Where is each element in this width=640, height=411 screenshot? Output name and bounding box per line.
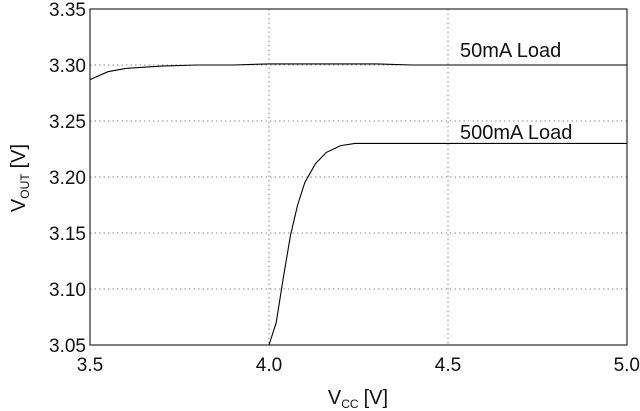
y-tick-label: 3.30 <box>49 56 86 77</box>
y-tick-label: 3.05 <box>49 336 86 357</box>
y-tick-label: 3.35 <box>49 0 86 21</box>
y-tick-labels: 3.05 3.10 3.15 3.20 3.25 3.30 3.35 <box>49 0 86 357</box>
y-tick-label: 3.25 <box>49 112 86 133</box>
x-tick-label: 5.0 <box>614 355 640 376</box>
grid-lines <box>90 9 627 345</box>
plot-frame <box>89 8 628 346</box>
series-line <box>268 142 627 346</box>
x-tick-label: 4.5 <box>435 355 461 376</box>
series-label: 500mA Load <box>460 122 572 144</box>
series-labels: 50mA Load 500mA Load <box>460 40 572 144</box>
series-lines <box>89 63 627 346</box>
x-axis-label: VCC [V] <box>328 387 388 411</box>
y-tick-label: 3.15 <box>49 224 86 245</box>
y-tick-label: 3.20 <box>49 168 86 189</box>
x-tick-labels: 3.5 4.0 4.5 5.0 <box>77 355 640 376</box>
x-tick-label: 3.5 <box>77 355 103 376</box>
y-tick-label: 3.10 <box>49 280 86 301</box>
series-line <box>89 63 627 81</box>
x-tick-label: 4.0 <box>256 355 282 376</box>
series-label: 50mA Load <box>460 40 561 62</box>
y-axis-label: VOUT[V] <box>8 144 32 212</box>
